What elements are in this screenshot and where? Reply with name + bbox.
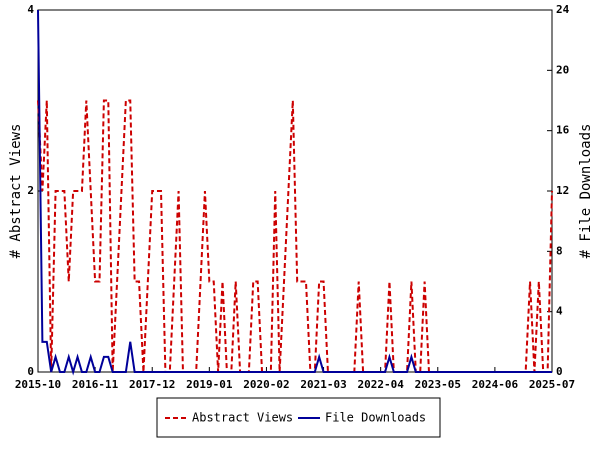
x-tick-label: 2020-02 bbox=[243, 378, 289, 391]
y2-tick-label: 8 bbox=[556, 244, 563, 257]
y2-tick-label: 12 bbox=[556, 184, 569, 197]
x-tick-label: 2022-04 bbox=[357, 378, 404, 391]
x-tick-label: 2019-01 bbox=[186, 378, 233, 391]
legend-label: File Downloads bbox=[325, 411, 426, 425]
x-tick-label: 2024-06 bbox=[472, 378, 519, 391]
legend-label: Abstract Views bbox=[192, 411, 293, 425]
x-tick-label: 2023-05 bbox=[415, 378, 461, 391]
x-tick-label: 2025-07 bbox=[529, 378, 575, 391]
x-tick-label: 2017-12 bbox=[129, 378, 175, 391]
y2-tick-label: 16 bbox=[556, 124, 570, 137]
series-line bbox=[37, 9, 552, 376]
y-tick-label: 0 bbox=[27, 365, 34, 378]
y2-tick-label: 0 bbox=[556, 365, 563, 378]
y-axis-label: # Abstract Views bbox=[8, 124, 24, 259]
y2-axis-label: # File Downloads bbox=[578, 124, 594, 259]
x-tick-label: 2021-03 bbox=[300, 378, 346, 391]
y2-tick-label: 24 bbox=[556, 3, 570, 16]
y-tick-label: 2 bbox=[27, 184, 34, 197]
y-tick-label: 4 bbox=[27, 3, 34, 16]
series-line bbox=[37, 99, 553, 373]
x-tick-label: 2016-11 bbox=[72, 378, 119, 391]
legend bbox=[156, 397, 441, 438]
y2-tick-label: 4 bbox=[556, 305, 563, 318]
x-tick-label: 2015-10 bbox=[15, 378, 61, 391]
y2-tick-label: 20 bbox=[556, 63, 569, 76]
